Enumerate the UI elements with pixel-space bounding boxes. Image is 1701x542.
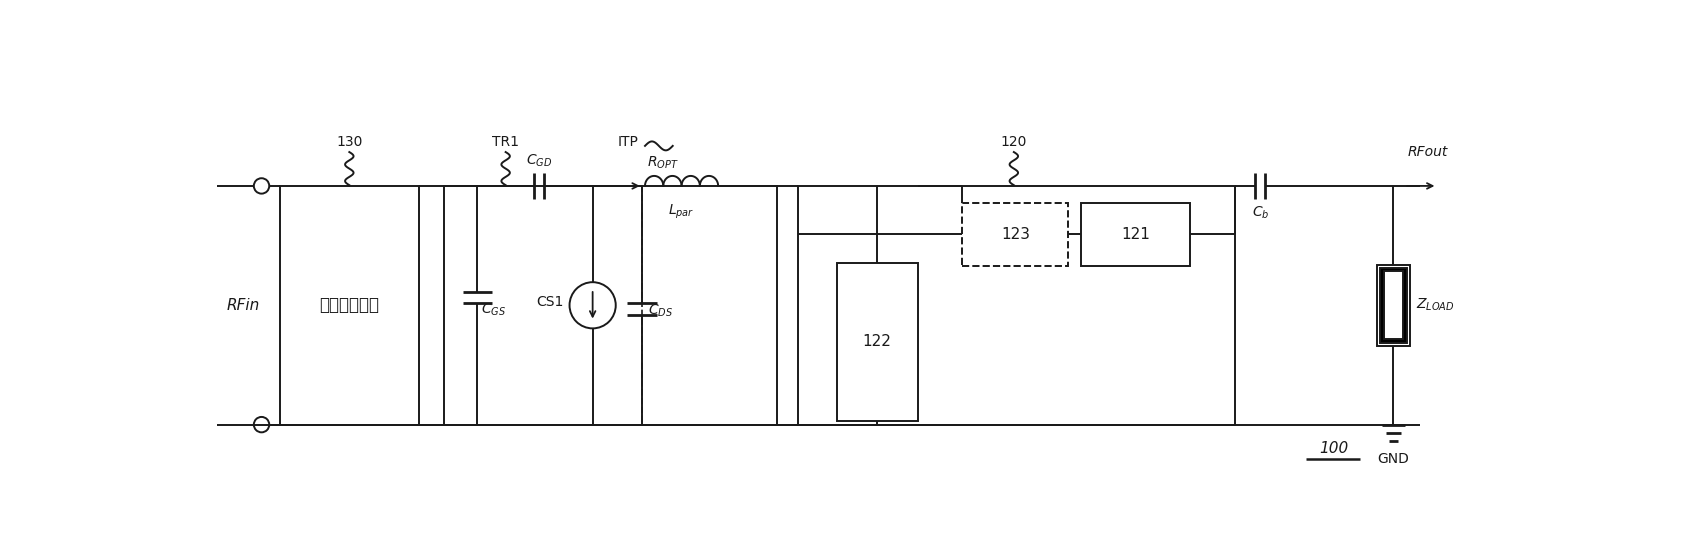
Bar: [798, 186, 1235, 424]
Text: GND: GND: [1378, 453, 1410, 466]
Text: $C_b$: $C_b$: [1252, 204, 1269, 221]
Text: RFout: RFout: [1407, 145, 1448, 159]
Text: $L_{par}$: $L_{par}$: [668, 203, 694, 221]
Bar: [444, 186, 777, 424]
Bar: [1385, 272, 1403, 339]
Bar: [963, 203, 1068, 266]
Text: 121: 121: [1121, 227, 1150, 242]
Bar: [1080, 203, 1191, 266]
Text: TR1: TR1: [492, 135, 519, 149]
Bar: [1380, 268, 1407, 343]
Text: 130: 130: [337, 135, 362, 149]
Text: 123: 123: [1000, 227, 1029, 242]
Text: $C_{GS}$: $C_{GS}$: [481, 301, 507, 318]
Text: 122: 122: [862, 334, 891, 350]
Text: $C_{DS}$: $C_{DS}$: [648, 302, 674, 319]
Text: 120: 120: [1000, 135, 1027, 149]
Text: $R_{OPT}$: $R_{OPT}$: [646, 154, 679, 171]
Text: 100: 100: [1318, 441, 1347, 456]
Text: ITP: ITP: [617, 135, 638, 149]
Bar: [281, 186, 418, 424]
Bar: [837, 263, 917, 421]
Text: CS1: CS1: [536, 295, 563, 309]
Text: RFin: RFin: [226, 298, 259, 313]
Text: 输入匹配电路: 输入匹配电路: [320, 296, 379, 314]
Text: $C_{GD}$: $C_{GD}$: [526, 153, 551, 169]
Text: $Z_{LOAD}$: $Z_{LOAD}$: [1415, 297, 1454, 313]
Bar: [1378, 265, 1410, 346]
